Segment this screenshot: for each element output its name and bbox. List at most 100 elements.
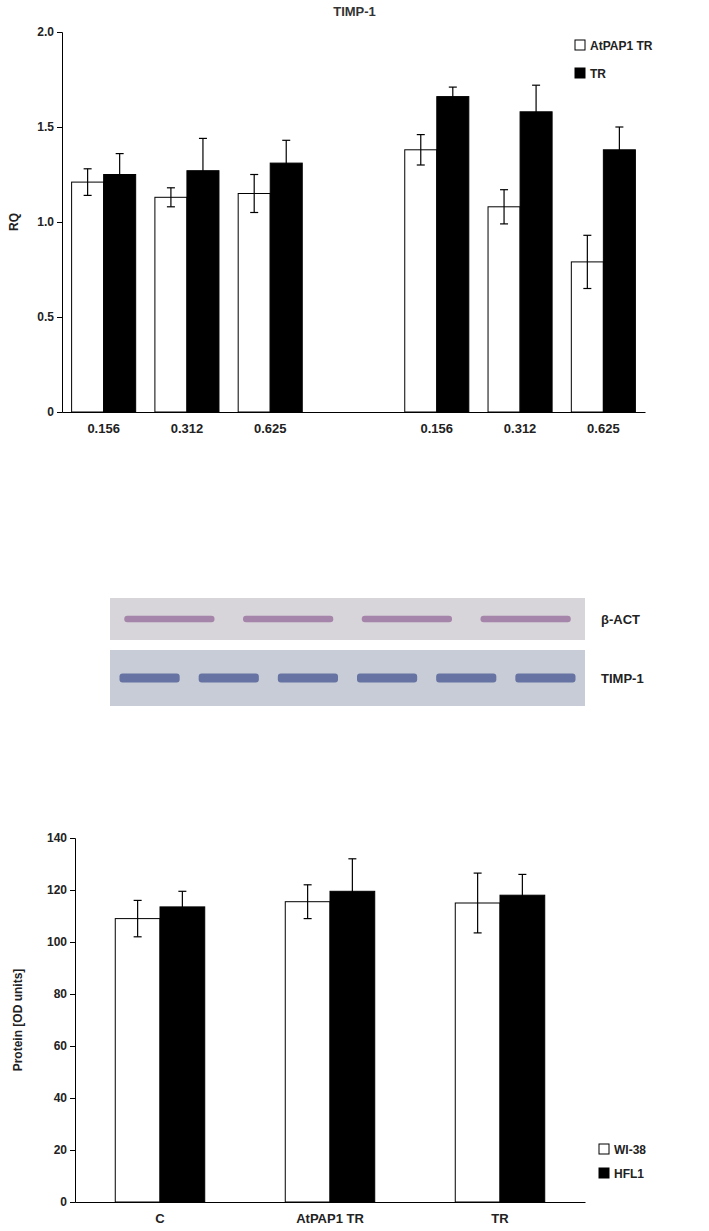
y-tick: 40 (54, 1091, 75, 1105)
x-tick-label: 0.312 (504, 421, 537, 436)
error-bar (116, 154, 124, 196)
y-tick: 140 (47, 831, 75, 845)
error-cap (116, 153, 124, 154)
bar (160, 907, 205, 1202)
x-tick-label: 0.625 (587, 421, 620, 436)
error-cap (178, 922, 186, 923)
error-cap (532, 85, 540, 86)
figure: 00.51.01.52.00.1560.3120.6250.1560.3120.… (0, 0, 709, 1231)
error-bar (178, 891, 186, 922)
legend-label: HFL1 (614, 1167, 644, 1181)
blot-band (436, 674, 496, 683)
y-tick-label: 40 (54, 1091, 68, 1105)
plot-marks (72, 85, 636, 412)
x-tick: 0.312 (171, 412, 204, 436)
y-tick-label: 20 (54, 1143, 68, 1157)
error-stem (137, 900, 138, 936)
error-bar (282, 140, 290, 186)
chart-title: TIMP-1 (333, 4, 376, 19)
y-tick-label: 120 (47, 883, 67, 897)
y-tick: 1.0 (37, 215, 62, 229)
error-cap (134, 900, 142, 901)
error-bar (474, 873, 482, 933)
bar (104, 175, 136, 413)
legend-swatch (575, 68, 585, 78)
legend-item: HFL1 (599, 1167, 644, 1181)
error-cap (84, 168, 92, 169)
y-tick-label: 2.0 (37, 25, 54, 39)
y-tick-label: 1.0 (37, 215, 54, 229)
blot-strip (110, 650, 585, 706)
error-stem (352, 859, 353, 924)
error-stem (522, 874, 523, 916)
x-tick: TR (491, 1202, 509, 1226)
legend-label: WI-38 (614, 1143, 646, 1157)
y-tick: 80 (54, 987, 75, 1001)
x-tick: 0.625 (587, 412, 620, 436)
y-tick: 60 (54, 1039, 75, 1053)
error-cap (304, 884, 312, 885)
x-axis: CAtPAP1 TRTR (76, 1202, 586, 1226)
y-tick-label: 80 (54, 987, 68, 1001)
y-tick: 100 (47, 935, 75, 949)
error-stem (587, 235, 588, 288)
bar (405, 150, 437, 412)
error-cap (304, 918, 312, 919)
error-stem (170, 188, 171, 207)
error-cap (282, 185, 290, 186)
error-cap (474, 872, 482, 873)
error-bar (615, 127, 623, 173)
x-axis-line (63, 412, 646, 413)
x-tick: AtPAP1 TR (296, 1202, 364, 1226)
error-cap (449, 105, 457, 106)
error-stem (87, 169, 88, 196)
bar (155, 197, 187, 412)
y-axis-title: Protein [OD units] (11, 969, 25, 1072)
error-bar (250, 175, 258, 213)
x-axis: 0.156 0.312 0.625 0.156 0.312 0.625 (63, 412, 646, 436)
error-cap (250, 212, 258, 213)
error-stem (452, 87, 453, 106)
blot-band (362, 616, 452, 623)
bar (238, 194, 270, 413)
error-stem (420, 135, 421, 165)
bar (520, 112, 552, 412)
bar (285, 902, 330, 1202)
x-tick-label: 0.156 (421, 421, 454, 436)
y-tick-mark (57, 222, 62, 223)
x-tick-label: 0.312 (171, 421, 204, 436)
y-tick-mark (70, 890, 75, 891)
blot-strip (110, 598, 585, 640)
chart: 00.51.01.52.00.1560.3120.6250.1560.3120.… (7, 4, 653, 436)
error-cap (116, 195, 124, 196)
y-tick-mark (70, 994, 75, 995)
x-tick: 0.156 (87, 412, 120, 436)
error-cap (500, 223, 508, 224)
x-tick-label: 0.625 (254, 421, 287, 436)
error-cap (84, 195, 92, 196)
bar (603, 150, 635, 412)
error-stem (619, 127, 620, 173)
bar (72, 182, 104, 412)
y-tick-mark (70, 1202, 75, 1203)
error-cap (178, 891, 186, 892)
error-bar (199, 138, 207, 203)
error-bar (449, 87, 457, 106)
error-bar (134, 900, 142, 936)
error-cap (417, 164, 425, 165)
y-tick-mark (70, 1098, 75, 1099)
y-tick-mark (57, 127, 62, 128)
y-axis: 00.51.01.52.0 (37, 25, 62, 419)
blot-band (199, 674, 259, 683)
chart: 020406080100120140CAtPAP1 TRTRProtein [O… (11, 598, 646, 1226)
x-tick-label: 0.156 (87, 421, 120, 436)
error-stem (254, 175, 255, 213)
y-tick-label: 100 (47, 935, 67, 949)
legend-item: WI-38 (599, 1143, 646, 1157)
error-cap (532, 138, 540, 139)
y-tick-label: 140 (47, 831, 67, 845)
error-cap (199, 202, 207, 203)
error-stem (286, 140, 287, 186)
y-tick-mark (57, 412, 62, 413)
error-cap (615, 126, 623, 127)
